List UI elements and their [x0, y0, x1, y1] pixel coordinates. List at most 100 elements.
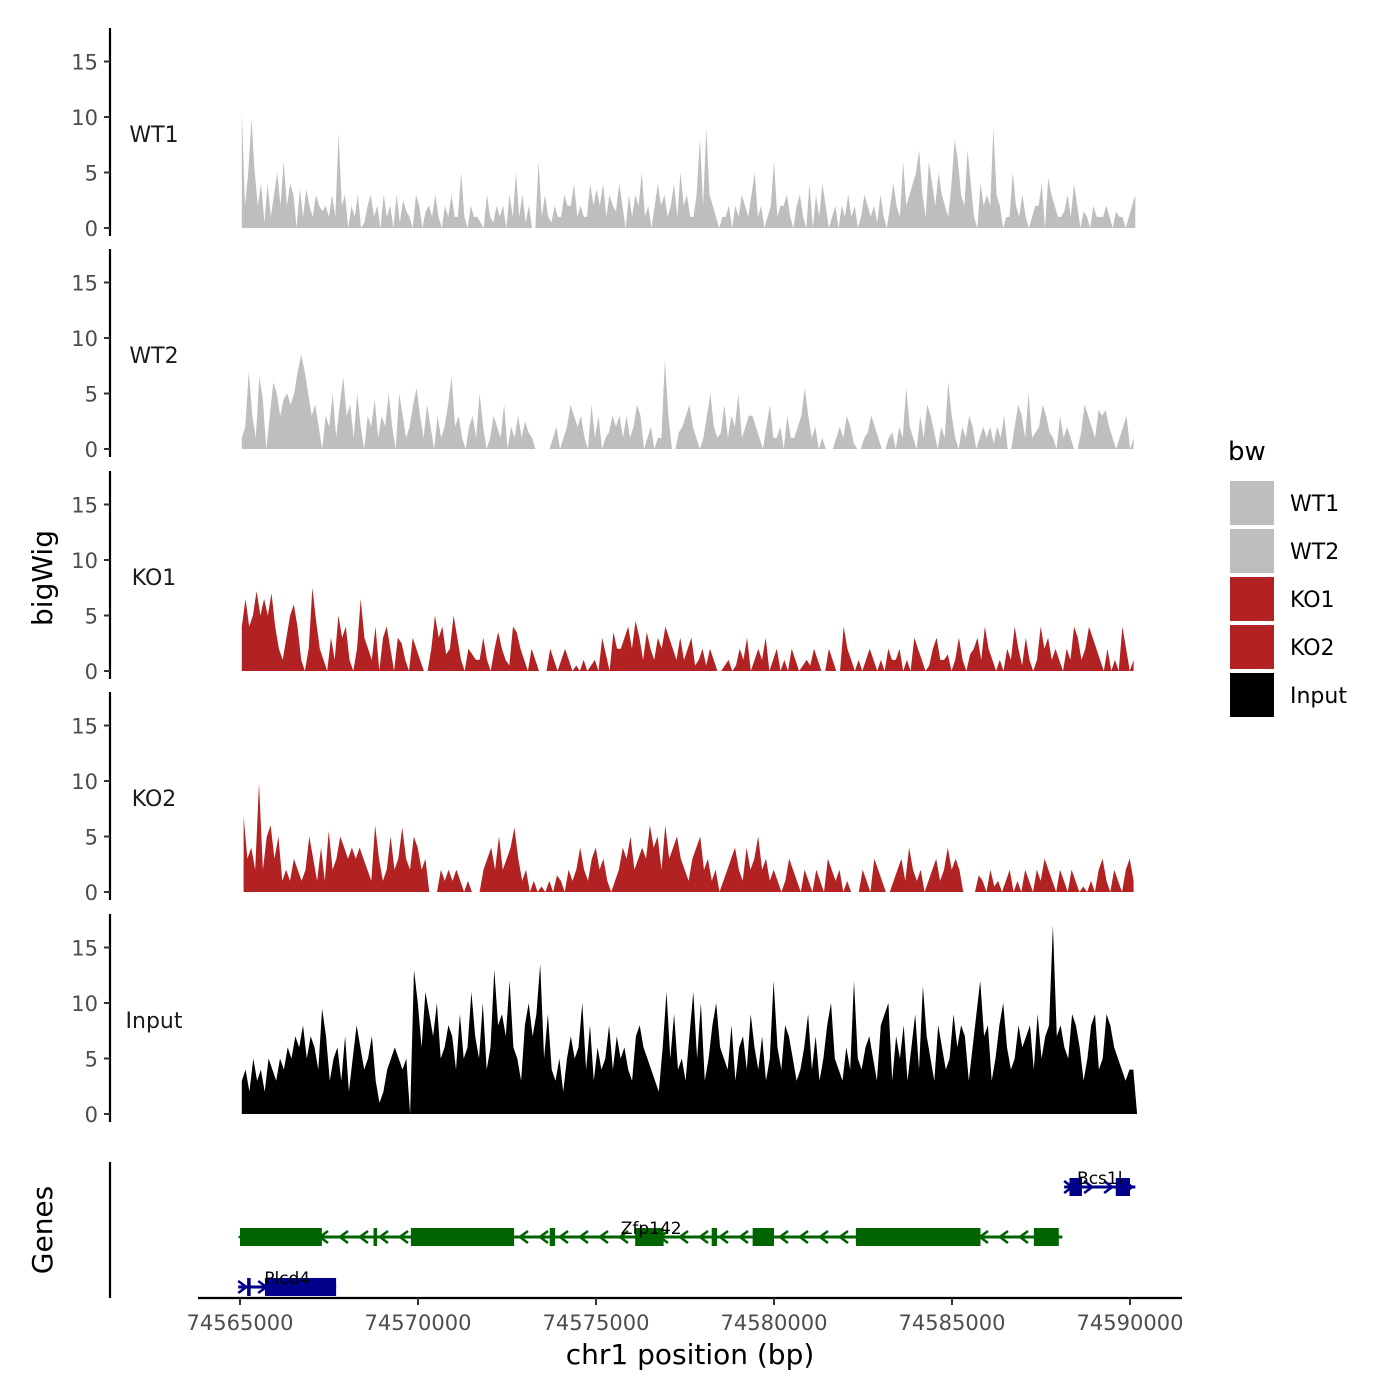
- y-tick-label: 10: [71, 106, 98, 130]
- strand-arrow: [997, 1229, 1009, 1245]
- track-label-ko1: KO1: [132, 566, 177, 591]
- x-tick-label: 74565000: [187, 1311, 294, 1335]
- legend-label-wt2: WT2: [1290, 540, 1339, 565]
- legend: bw WT1 WT2 KO1 KO2 Input: [1228, 437, 1347, 717]
- strand-arrow: [617, 1229, 629, 1245]
- track-label-ko2: KO2: [132, 787, 177, 812]
- strand-arrow: [337, 1229, 349, 1245]
- strand-arrow: [237, 1279, 249, 1295]
- strand-arrow: [397, 1229, 409, 1245]
- genes-panel: Bcs1l Zfp142 Plcd4: [108, 1162, 1136, 1298]
- y-tick-label: 0: [85, 217, 98, 241]
- strand-arrow: [1083, 1179, 1095, 1195]
- x-axis-title: chr1 position (bp): [566, 1338, 815, 1371]
- y-tick-label: 10: [71, 549, 98, 573]
- coverage-area-wt1: [241, 111, 1136, 228]
- legend-label-input: Input: [1290, 684, 1347, 709]
- legend-key-wt2: [1230, 529, 1274, 573]
- x-tick-label: 74590000: [1077, 1311, 1184, 1335]
- gene-bcs1l: Bcs1l: [1063, 1169, 1136, 1196]
- gene-exon: [264, 1278, 337, 1296]
- coverage-area-input: [241, 925, 1138, 1114]
- legend-label-wt1: WT1: [1290, 492, 1339, 517]
- strand-arrow: [697, 1229, 709, 1245]
- legend-title: bw: [1228, 437, 1266, 467]
- strand-arrow: [357, 1229, 369, 1245]
- gene-plcd4: Plcd4: [237, 1269, 337, 1296]
- y-tick-label: 5: [85, 605, 98, 629]
- coverage-area-ko2: [243, 783, 1134, 892]
- y-tick-label: 15: [71, 494, 98, 518]
- strand-arrow: [537, 1229, 549, 1245]
- strand-arrow: [777, 1229, 789, 1245]
- gene-exon: [247, 1278, 251, 1296]
- track-panels: 0 5 10 15 WT1 0 5 10 15 WT2 0 5 10 15 KO1 0 5 10 15 KO2 0 5 10…: [71, 28, 1138, 1127]
- y-tick-label: 0: [85, 1103, 98, 1127]
- y-tick-label: 10: [71, 770, 98, 794]
- gene-exon: [549, 1228, 556, 1246]
- y-tick-label: 5: [85, 1048, 98, 1072]
- track-wt1: 0 5 10 15 WT1: [71, 28, 1136, 241]
- gene-label: Bcs1l: [1077, 1169, 1122, 1189]
- gene-exon: [752, 1228, 774, 1246]
- strand-arrow: [717, 1229, 729, 1245]
- y-tick-label: 15: [71, 937, 98, 961]
- track-input: 0 5 10 15 Input: [71, 914, 1138, 1127]
- y-tick-label: 0: [85, 881, 98, 905]
- gene-label: Zfp142: [621, 1219, 682, 1239]
- track-label-wt1: WT1: [129, 123, 178, 148]
- y-tick-label: 5: [85, 162, 98, 186]
- gene-label: Plcd4: [264, 1269, 310, 1289]
- track-label-wt2: WT2: [129, 344, 178, 369]
- gene-exon: [855, 1228, 981, 1246]
- gene-exon: [635, 1228, 664, 1246]
- y-tick-label: 10: [71, 992, 98, 1016]
- gene-exon: [711, 1228, 718, 1246]
- y-axis-title: bigWig: [26, 530, 59, 626]
- gene-exon: [1033, 1228, 1059, 1246]
- strand-arrow: [557, 1229, 569, 1245]
- strand-arrow: [677, 1229, 689, 1245]
- strand-arrow: [817, 1229, 829, 1245]
- x-axis: 74565000 74570000 74575000 74580000 74585000…: [187, 1296, 1184, 1335]
- y-tick-label: 0: [85, 660, 98, 684]
- y-tick-label: 15: [71, 715, 98, 739]
- y-tick-label: 5: [85, 826, 98, 850]
- legend-label-ko1: KO1: [1290, 588, 1335, 613]
- gene-exon: [240, 1228, 322, 1246]
- y-tick-label: 10: [71, 327, 98, 351]
- coverage-area-ko1: [241, 587, 1134, 671]
- track-ko2: 0 5 10 15 KO2: [71, 692, 1134, 905]
- x-tick-label: 74580000: [721, 1311, 828, 1335]
- strand-arrow: [1017, 1229, 1029, 1245]
- gene-zfp142: Zfp142: [237, 1219, 1063, 1246]
- y-tick-label: 0: [85, 438, 98, 462]
- strand-arrow: [737, 1229, 749, 1245]
- gene-exon: [1069, 1178, 1082, 1196]
- genes-axis-title: Genes: [26, 1186, 59, 1274]
- track-wt2: 0 5 10 15 WT2: [71, 249, 1134, 462]
- legend-key-wt1: [1230, 481, 1274, 525]
- gene-exon: [373, 1228, 378, 1246]
- strand-arrow: [517, 1229, 529, 1245]
- strand-arrow: [377, 1229, 389, 1245]
- legend-key-ko1: [1230, 577, 1274, 621]
- legend-label-ko2: KO2: [1290, 636, 1335, 661]
- x-tick-label: 74575000: [543, 1311, 650, 1335]
- x-tick-label: 74585000: [899, 1311, 1006, 1335]
- strand-arrow: [837, 1229, 849, 1245]
- legend-key-ko2: [1230, 625, 1274, 669]
- track-label-input: Input: [126, 1009, 183, 1034]
- legend-key-input: [1230, 673, 1274, 717]
- gene-exon: [410, 1228, 515, 1246]
- strand-arrow: [577, 1229, 589, 1245]
- strand-arrow: [597, 1229, 609, 1245]
- strand-arrow: [1103, 1179, 1115, 1195]
- x-tick-label: 74570000: [365, 1311, 472, 1335]
- y-tick-label: 5: [85, 383, 98, 407]
- gene-exon: [1115, 1178, 1130, 1196]
- coverage-area-wt2: [241, 354, 1134, 449]
- strand-arrow: [797, 1229, 809, 1245]
- y-tick-label: 15: [71, 272, 98, 296]
